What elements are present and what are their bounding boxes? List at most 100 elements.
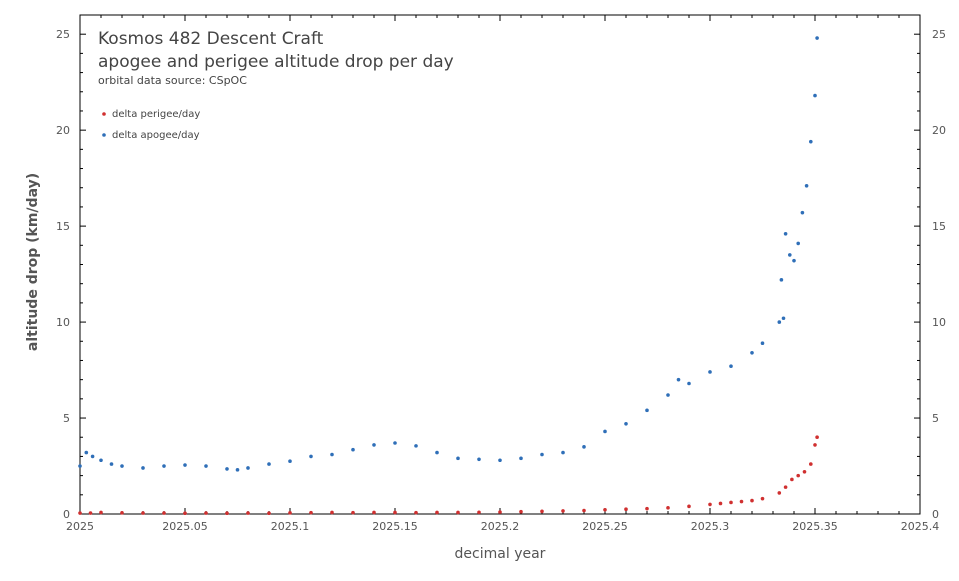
perigee-point <box>414 510 418 515</box>
perigee-point <box>204 511 208 515</box>
apogee-point <box>760 341 765 345</box>
perigee-point <box>330 510 334 515</box>
legend-marker-apogee <box>102 133 106 137</box>
apogee-point <box>109 462 114 466</box>
y-tick-label-left: 0 <box>63 508 70 521</box>
apogee-point <box>804 184 809 188</box>
apogee-point <box>788 253 792 257</box>
apogee-point <box>582 445 586 449</box>
apogee-point <box>330 452 334 457</box>
apogee-point <box>800 210 805 215</box>
apogee-point <box>498 458 502 463</box>
y-tick-label-right: 25 <box>932 28 946 41</box>
apogee-point <box>792 258 796 263</box>
perigee-point <box>88 511 93 515</box>
y-axis-label: altitude drop (km/day) <box>25 173 41 351</box>
perigee-point <box>582 508 586 513</box>
apogee-point <box>99 458 103 463</box>
apogee-point <box>393 441 397 445</box>
perigee-point <box>456 510 460 515</box>
y-tick-label-right: 5 <box>932 412 939 425</box>
y-tick-label-left: 10 <box>56 316 70 329</box>
y-tick-label-right: 15 <box>932 220 946 233</box>
apogee-point <box>372 443 376 447</box>
legend: delta perigee/day delta apogee/day <box>102 109 200 141</box>
apogee-point <box>204 464 208 468</box>
apogee-point <box>267 462 271 466</box>
perigee-point <box>561 509 565 513</box>
y-tick-label-right: 20 <box>932 124 946 137</box>
legend-label-apogee: delta apogee/day <box>112 130 200 141</box>
y-tick-label-left: 5 <box>63 412 70 425</box>
apogee-point <box>183 463 187 467</box>
perigee-point <box>783 485 788 489</box>
x-tick-label: 2025 <box>66 520 94 533</box>
apogee-point <box>456 456 460 461</box>
plot-frame <box>79 14 921 515</box>
apogee-point <box>477 457 481 462</box>
perigee-point <box>739 499 744 504</box>
perigee-point <box>708 502 712 507</box>
apogee-point <box>813 93 817 98</box>
perigee-point <box>183 511 187 516</box>
apogee-point <box>729 364 733 369</box>
perigee-point <box>802 469 807 474</box>
y-tick-label-left: 25 <box>56 28 70 41</box>
perigee-point <box>540 509 544 514</box>
apogee-point <box>162 464 166 468</box>
legend-label-perigee: delta perigee/day <box>112 109 200 120</box>
apogee-point <box>225 467 229 471</box>
perigee-point <box>519 509 523 514</box>
perigee-point <box>309 510 313 515</box>
apogee-point <box>246 466 250 470</box>
y-tick-label-left: 20 <box>56 124 70 137</box>
perigee-point <box>477 510 481 515</box>
y-axis: 0 0 5 5 10 10 15 15 20 20 25 25 <box>56 14 946 521</box>
apogee-point <box>783 231 788 236</box>
perigee-point <box>760 496 765 501</box>
apogee-point <box>435 450 439 455</box>
apogee-point <box>90 454 95 459</box>
legend-marker-perigee <box>102 112 106 116</box>
perigee-point <box>750 498 754 503</box>
perigee-point <box>267 511 271 516</box>
apogee-point <box>750 350 754 355</box>
x-tick-label: 2025.3 <box>691 520 730 533</box>
apogee-point <box>141 466 145 470</box>
perigee-point <box>225 511 229 516</box>
perigee-point <box>624 507 628 512</box>
apogee-point <box>309 454 313 459</box>
chart-title-line1: Kosmos 482 Descent Craft <box>98 29 324 49</box>
apogee-point <box>809 139 813 144</box>
perigee-point <box>498 510 502 514</box>
series-apogee <box>78 36 819 472</box>
chart-subtitle: orbital data source: CSpOC <box>98 74 247 87</box>
apogee-point <box>624 421 628 426</box>
chart-title-line2: apogee and perigee altitude drop per day <box>98 52 454 72</box>
x-tick-label: 2025.4 <box>901 520 940 533</box>
apogee-point <box>351 447 355 452</box>
apogee-point <box>687 381 691 386</box>
perigee-point <box>815 435 819 440</box>
series-perigee <box>78 435 819 516</box>
apogee-point <box>781 316 786 321</box>
perigee-point <box>351 510 355 515</box>
x-axis: 2025 2025.05 2025.1 2025.15 2025.2 2025.25 202… <box>66 15 939 533</box>
apogee-point <box>540 452 544 457</box>
apogee-point <box>666 393 670 397</box>
data-points <box>78 36 819 516</box>
perigee-point <box>246 511 250 515</box>
perigee-point <box>603 507 607 512</box>
x-tick-label: 2025.25 <box>582 520 628 533</box>
perigee-point <box>393 510 397 515</box>
perigee-point <box>288 511 292 515</box>
x-tick-label: 2025.05 <box>162 520 208 533</box>
x-tick-label: 2025.35 <box>792 520 838 533</box>
perigee-point <box>777 491 782 495</box>
perigee-point <box>120 511 124 515</box>
apogee-point <box>796 241 800 246</box>
apogee-point <box>777 320 782 324</box>
y-tick-label-right: 0 <box>932 508 939 521</box>
apogee-point <box>676 377 681 382</box>
